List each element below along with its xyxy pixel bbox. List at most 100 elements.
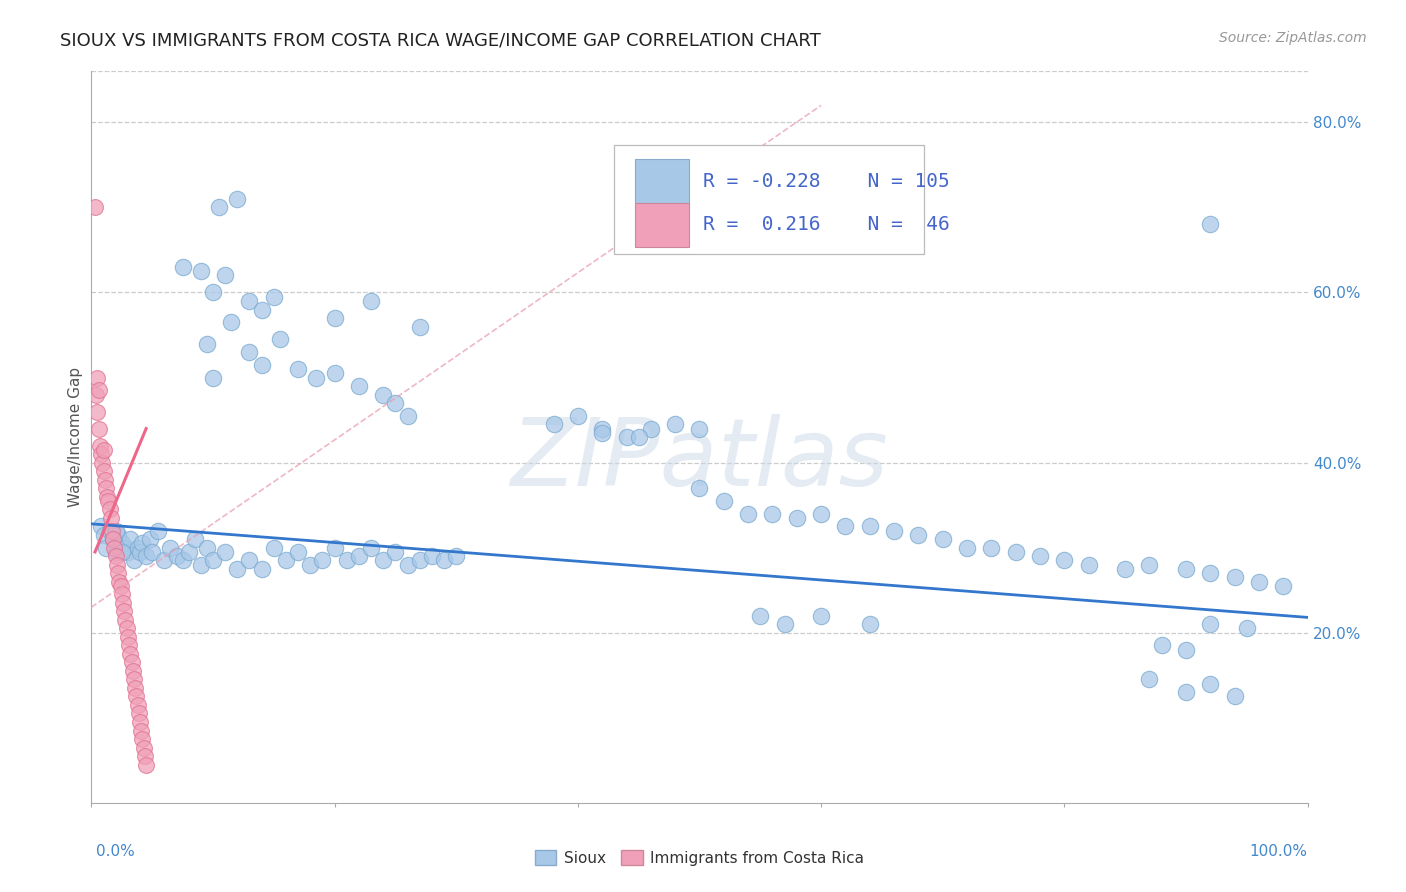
Text: 100.0%: 100.0%	[1250, 845, 1308, 859]
Point	[1004, 545, 1026, 559]
Point	[89, 439, 111, 453]
Point	[737, 507, 759, 521]
Point	[93, 528, 115, 542]
Point	[121, 656, 143, 670]
FancyBboxPatch shape	[614, 145, 925, 254]
Point	[907, 528, 929, 542]
Point	[127, 541, 149, 555]
Point	[810, 230, 832, 244]
Point	[132, 740, 155, 755]
Point	[177, 545, 200, 559]
Point	[786, 511, 808, 525]
Point	[122, 673, 145, 687]
Point	[810, 608, 832, 623]
Point	[111, 596, 134, 610]
Point	[98, 524, 121, 538]
Point	[111, 587, 134, 601]
Point	[591, 425, 613, 440]
Point	[122, 553, 145, 567]
Point	[86, 404, 108, 418]
Point	[98, 502, 121, 516]
Point	[93, 464, 115, 478]
Point	[263, 541, 285, 555]
Point	[219, 315, 242, 329]
Point	[121, 664, 143, 678]
Point	[250, 562, 273, 576]
Point	[567, 409, 589, 423]
Point	[1199, 566, 1222, 581]
Point	[214, 268, 236, 283]
Point	[87, 384, 110, 398]
Point	[664, 417, 686, 432]
Point	[274, 553, 297, 567]
Point	[1150, 639, 1173, 653]
Point	[931, 532, 953, 546]
Point	[103, 541, 125, 555]
Point	[139, 532, 162, 546]
Point	[100, 511, 122, 525]
Point	[627, 430, 650, 444]
Point	[384, 545, 406, 559]
Point	[444, 549, 467, 563]
Point	[159, 541, 181, 555]
Point	[810, 507, 832, 521]
Point	[84, 201, 107, 215]
Point	[117, 545, 139, 559]
Point	[409, 319, 432, 334]
Point	[104, 549, 127, 563]
Point	[202, 285, 225, 300]
Text: R = -0.228    N = 105: R = -0.228 N = 105	[703, 171, 950, 191]
Y-axis label: Wage/Income Gap: Wage/Income Gap	[67, 367, 83, 508]
Point	[250, 302, 273, 317]
Point	[172, 553, 194, 567]
Point	[114, 613, 136, 627]
Point	[125, 690, 148, 704]
Point	[373, 387, 395, 401]
Point	[956, 541, 979, 555]
Point	[135, 549, 157, 563]
Point	[172, 260, 194, 274]
Point	[127, 698, 149, 712]
Point	[190, 264, 212, 278]
Text: 0.0%: 0.0%	[96, 845, 135, 859]
Point	[396, 558, 419, 572]
Point	[90, 447, 112, 461]
Point	[90, 519, 112, 533]
Point	[202, 370, 225, 384]
Point	[93, 442, 115, 457]
Point	[124, 681, 146, 695]
Point	[129, 714, 152, 729]
Point	[128, 706, 150, 721]
Point	[1223, 570, 1246, 584]
Point	[86, 370, 108, 384]
Point	[117, 630, 139, 644]
Point	[94, 473, 117, 487]
Point	[115, 622, 138, 636]
Point	[1139, 673, 1161, 687]
Point	[773, 617, 796, 632]
Point	[107, 528, 129, 542]
Point	[859, 519, 882, 533]
Point	[129, 723, 152, 738]
Point	[134, 749, 156, 764]
Point	[1175, 562, 1198, 576]
Point	[396, 409, 419, 423]
Point	[1139, 558, 1161, 572]
Point	[1199, 218, 1222, 232]
Point	[129, 545, 152, 559]
Point	[859, 617, 882, 632]
Point	[104, 545, 127, 559]
Point	[749, 608, 772, 623]
Point	[591, 421, 613, 435]
Point	[238, 553, 260, 567]
Point	[96, 490, 118, 504]
Point	[409, 553, 432, 567]
Point	[323, 366, 346, 380]
Point	[263, 290, 285, 304]
Point	[287, 362, 309, 376]
Point	[214, 545, 236, 559]
Point	[107, 566, 129, 581]
Point	[84, 387, 107, 401]
Point	[94, 481, 117, 495]
Point	[305, 370, 328, 384]
